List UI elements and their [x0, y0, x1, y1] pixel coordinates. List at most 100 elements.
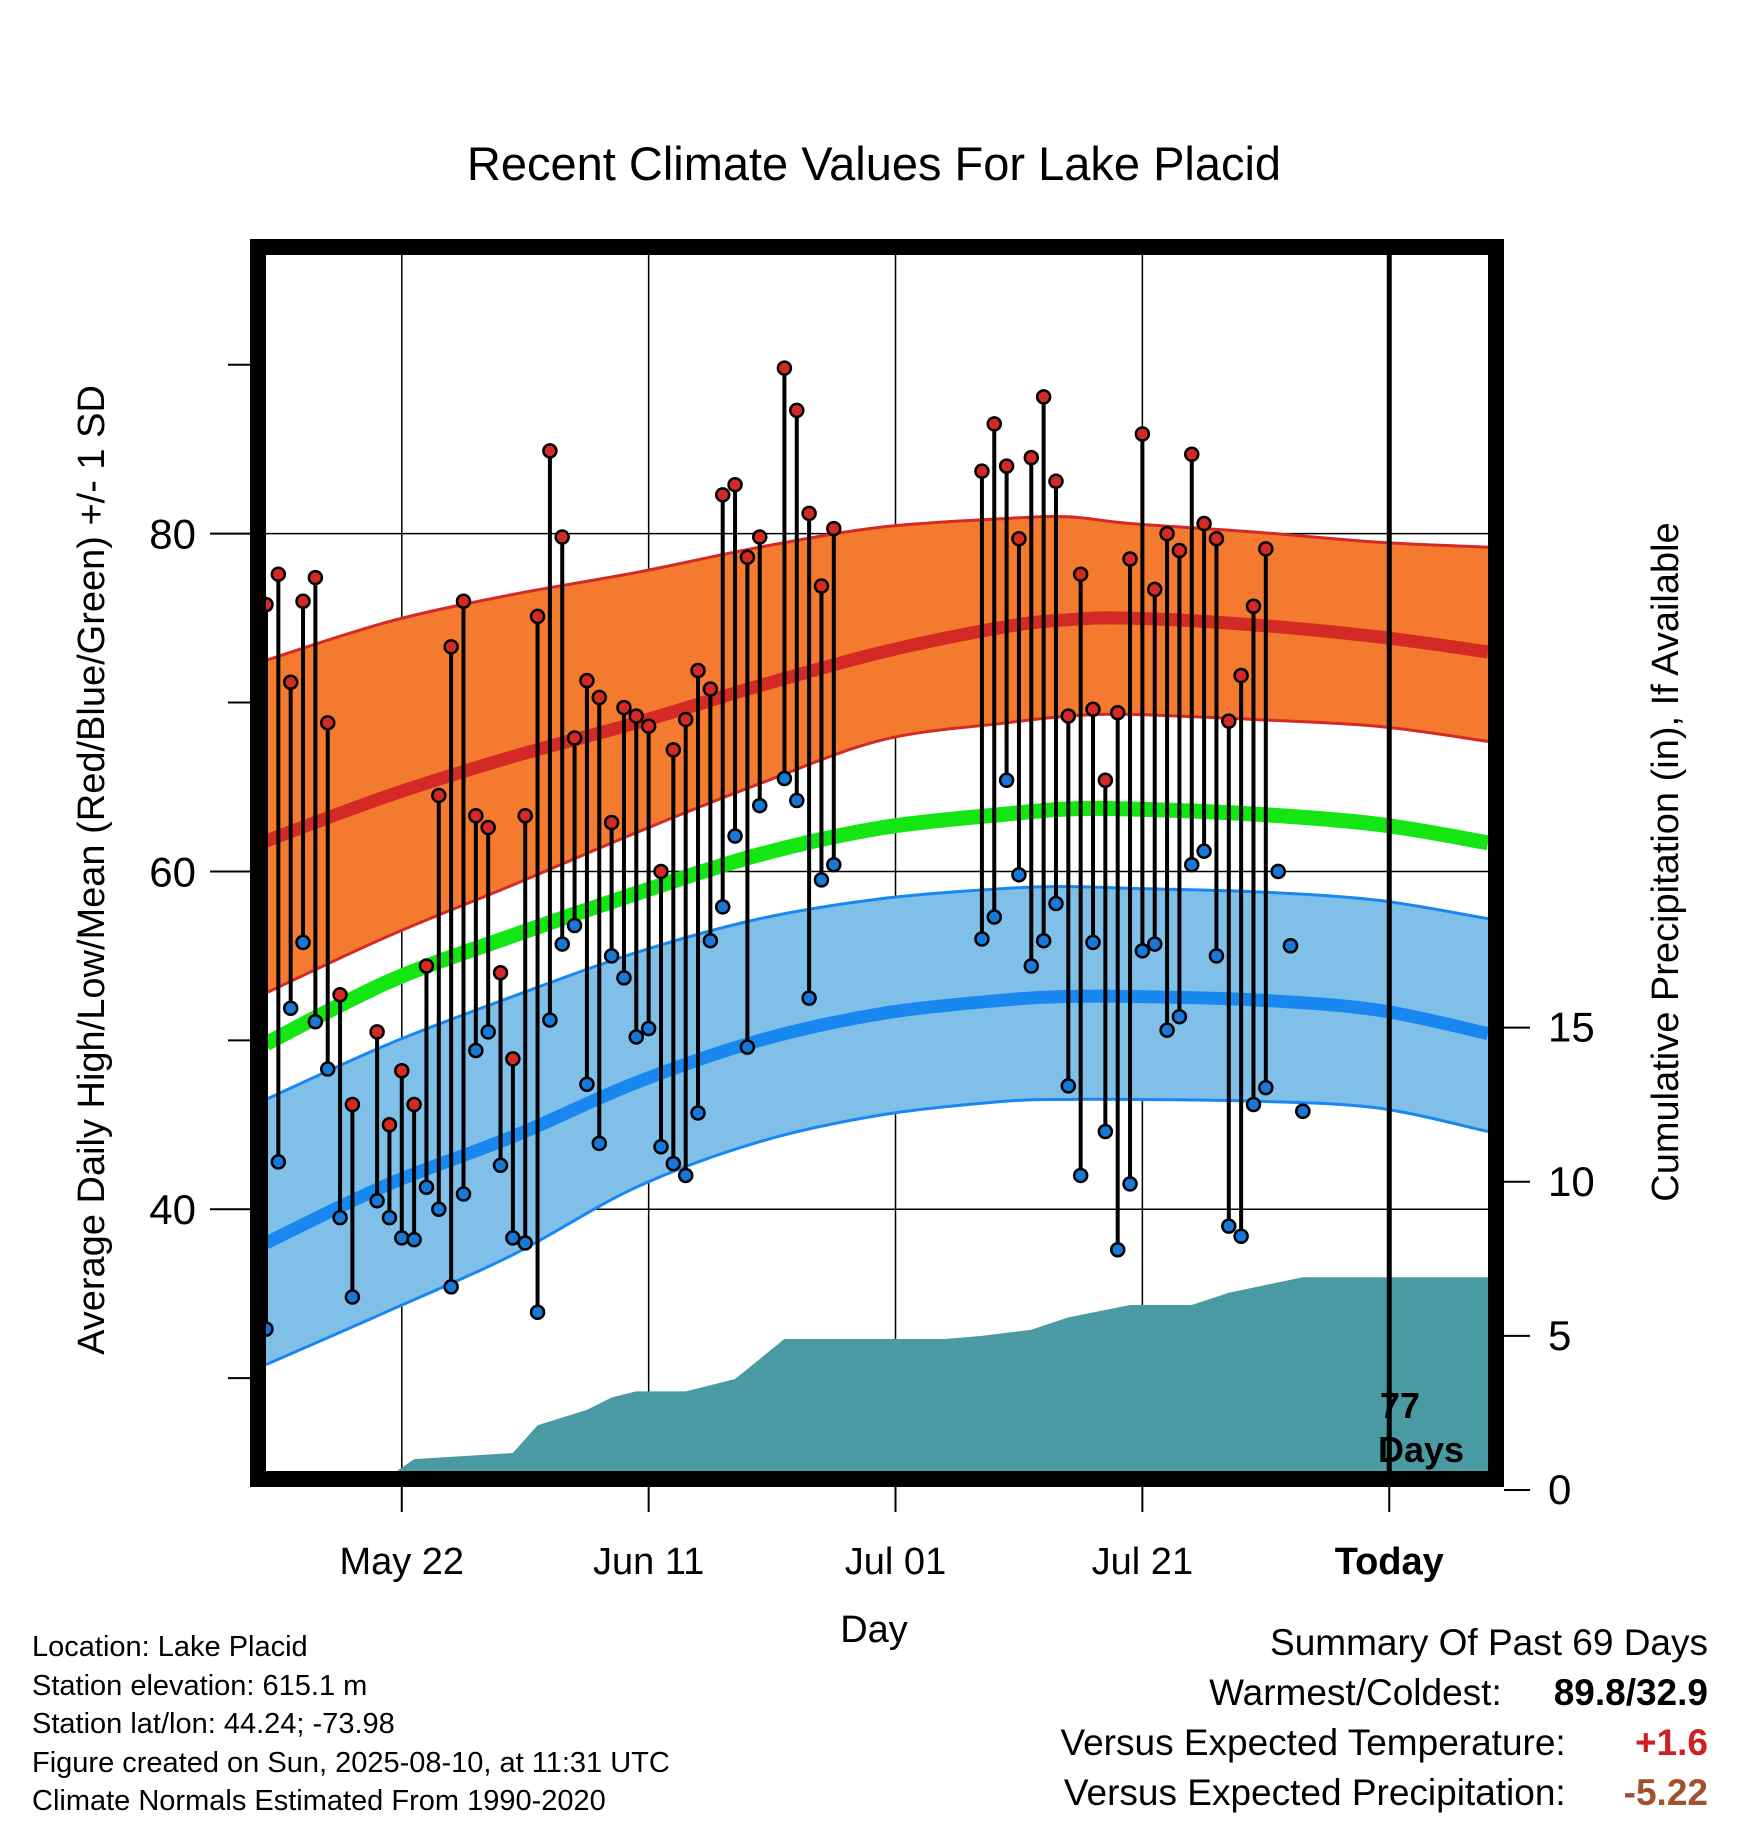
daily-low-point: [344, 1289, 361, 1305]
high-upper-edge: [266, 514, 1488, 662]
daily-high-point: [1146, 581, 1163, 598]
daily-high-point: [628, 708, 645, 724]
daily-low-point: [1134, 943, 1151, 959]
info-location: Location: Lake Placid: [32, 1631, 308, 1663]
daily-low-point: [1109, 1242, 1126, 1258]
daily-high-point: [529, 608, 546, 625]
x-tick-label: May 22: [339, 1541, 464, 1583]
y-right-tick-label: 10: [1548, 1158, 1595, 1205]
daily-low-point: [492, 1157, 509, 1174]
daily-low-point: [1208, 948, 1225, 964]
daily-high-point: [1208, 530, 1225, 547]
daily-high-point: [319, 715, 336, 731]
y-left-tick-label: 60: [149, 848, 196, 895]
summary-precip: Versus Expected Precipitation: -5.22: [1060, 1768, 1708, 1818]
daily-high-point: [1023, 449, 1040, 466]
daily-high-point: [1245, 598, 1262, 615]
daily-high-point: [801, 505, 817, 522]
daily-low-point: [974, 931, 990, 947]
low-mean-line: [266, 989, 1488, 1249]
daily-low-point: [789, 792, 805, 809]
daily-high-point: [566, 730, 583, 746]
daily-high-point: [369, 1024, 385, 1040]
daily-high-point: [270, 566, 287, 582]
daily-high-point: [727, 476, 743, 493]
daily-high-point: [480, 819, 496, 836]
daily-high-point: [542, 443, 558, 459]
daily-low-point: [394, 1230, 410, 1246]
daily-high-point: [653, 863, 669, 880]
daily-high-point: [406, 1096, 422, 1113]
station-info: Location: Lake Placid Station elevation:…: [32, 1628, 670, 1821]
low-sd-band: [266, 886, 1488, 1365]
y-right-tick-label: 5: [1548, 1312, 1571, 1359]
daily-low-point: [640, 1020, 657, 1037]
info-latlon: Station lat/lon: 44.24; -73.98: [32, 1708, 395, 1740]
axes: 40 60 80 0 5 10 15 May 22 Jun 11 Jul 01 Jul 21 Toda…: [149, 363, 1595, 1583]
daily-low-point: [714, 899, 731, 915]
warmest-value: 89.8/32.9: [1553, 1672, 1708, 1713]
mean-line: [266, 800, 1488, 1051]
daily-low-point: [1171, 1008, 1188, 1025]
daily-low-point: [579, 1076, 595, 1092]
info-normals: Climate Normals Estimated From 1990-2020: [32, 1785, 606, 1817]
summary-panel: Summary Of Past 69 Days Warmest/Coldest:…: [1060, 1618, 1708, 1818]
temp-value: +1.6: [1634, 1722, 1708, 1763]
daily-low-point: [603, 948, 620, 964]
daily-high-point: [702, 681, 719, 697]
daily-high-point: [1171, 542, 1188, 559]
summary-temp: Versus Expected Temperature: +1.6: [1060, 1718, 1708, 1768]
daily-low-point: [406, 1231, 422, 1248]
daily-low-point: [813, 872, 830, 888]
daily-high-point: [332, 986, 348, 1003]
precip-label: Versus Expected Precipitation:: [1063, 1772, 1566, 1813]
daily-high-point: [789, 402, 805, 419]
daily-high-point: [591, 689, 608, 706]
daily-low-point: [1011, 867, 1027, 883]
low-lower-edge: [266, 1097, 1488, 1366]
daily-low-point: [591, 1135, 608, 1152]
daily-high-point: [307, 569, 324, 586]
daily-low-point: [986, 909, 1003, 925]
daily-low-point: [266, 1321, 274, 1337]
daily-low-point: [1184, 856, 1200, 873]
daily-high-point: [443, 639, 459, 655]
summary-title: Summary Of Past 69 Days: [1270, 1622, 1708, 1663]
daily-low-point: [1122, 1176, 1138, 1192]
daily-low-point: [1196, 843, 1212, 859]
daily-low-point: [628, 1029, 645, 1045]
daily-high-point: [579, 672, 595, 689]
today-days-count: 77: [1380, 1385, 1420, 1426]
x-tick-label: Jun 11: [593, 1541, 704, 1583]
daily-high-point: [640, 718, 657, 734]
daily-low-point: [332, 1209, 348, 1226]
x-tick-label: Jul 21: [1092, 1541, 1193, 1583]
daily-high-point: [381, 1117, 398, 1133]
daily-low-point: [1097, 1123, 1114, 1140]
y-left-tick-label: 40: [149, 1186, 196, 1233]
daily-high-point: [751, 529, 768, 545]
daily-high-point: [1109, 704, 1126, 721]
daily-low-point: [665, 1155, 682, 1172]
x-tick-label: Today: [1335, 1541, 1444, 1583]
x-axis-label: Day: [840, 1609, 908, 1651]
daily-high-point: [826, 520, 842, 537]
daily-high-point: [677, 711, 694, 728]
precip-area: [396, 1277, 1488, 1471]
high-sd-band: [266, 516, 1488, 994]
daily-high-point: [690, 662, 706, 679]
daily-low-point: [319, 1061, 336, 1077]
daily-low-point: [1295, 1103, 1311, 1120]
daily-high-point: [1221, 713, 1237, 729]
low-upper-edge: [266, 885, 1488, 1101]
daily-low-point: [381, 1209, 398, 1226]
daily-low-point: [1072, 1167, 1089, 1184]
daily-low-point: [1258, 1079, 1274, 1096]
daily-high-point: [418, 958, 435, 974]
daily-low-point: [826, 856, 842, 873]
daily-high-point: [1233, 667, 1249, 684]
daily-high-point: [986, 416, 1003, 432]
daily-high-point: [616, 699, 632, 716]
daily-high-point: [1134, 426, 1151, 442]
